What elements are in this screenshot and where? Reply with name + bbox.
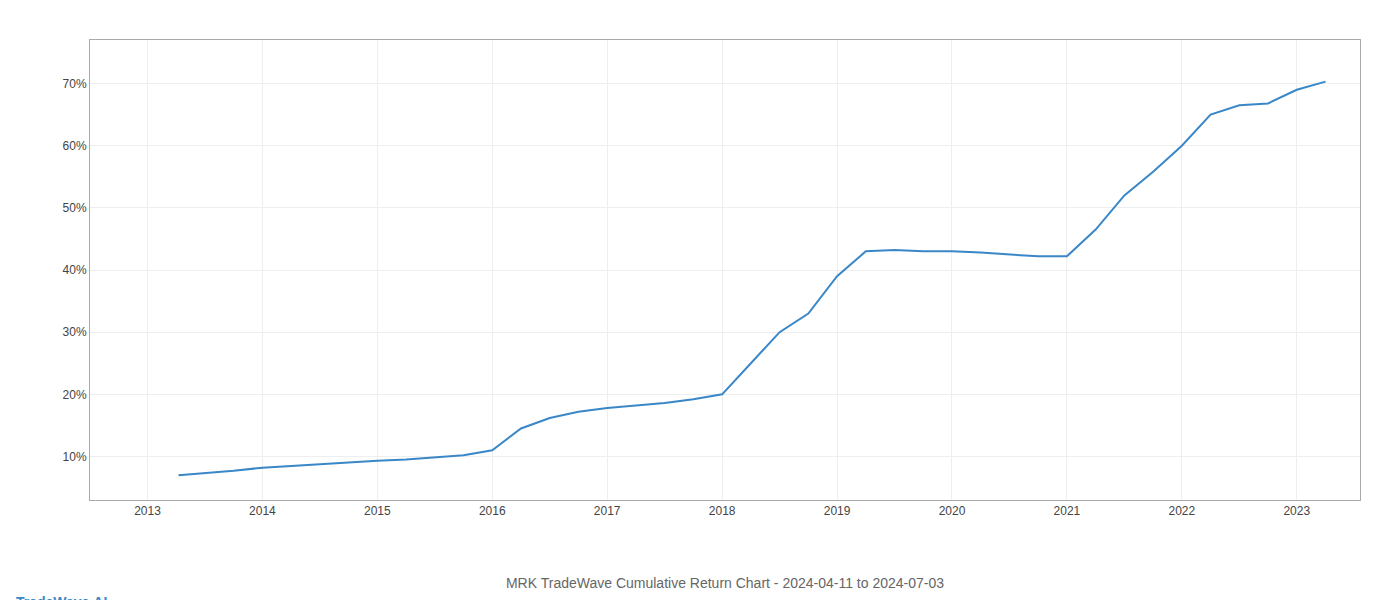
- svg-text:40%: 40%: [63, 263, 87, 277]
- svg-text:2014: 2014: [249, 504, 276, 518]
- svg-text:2019: 2019: [824, 504, 851, 518]
- svg-text:60%: 60%: [63, 139, 87, 153]
- svg-text:20%: 20%: [63, 388, 87, 402]
- svg-text:2016: 2016: [479, 504, 506, 518]
- svg-text:2020: 2020: [939, 504, 966, 518]
- svg-text:2022: 2022: [1169, 504, 1196, 518]
- svg-text:TradeWave.AI: TradeWave.AI: [16, 594, 107, 600]
- svg-text:70%: 70%: [63, 77, 87, 91]
- svg-text:2013: 2013: [134, 504, 161, 518]
- svg-text:30%: 30%: [63, 325, 87, 339]
- svg-text:2017: 2017: [594, 504, 621, 518]
- svg-text:2015: 2015: [364, 504, 391, 518]
- svg-text:50%: 50%: [63, 201, 87, 215]
- svg-text:10%: 10%: [63, 450, 87, 464]
- svg-text:2023: 2023: [1283, 504, 1310, 518]
- svg-text:MRK TradeWave Cumulative Retur: MRK TradeWave Cumulative Return Chart - …: [506, 575, 944, 591]
- svg-text:2021: 2021: [1054, 504, 1081, 518]
- svg-text:2018: 2018: [709, 504, 736, 518]
